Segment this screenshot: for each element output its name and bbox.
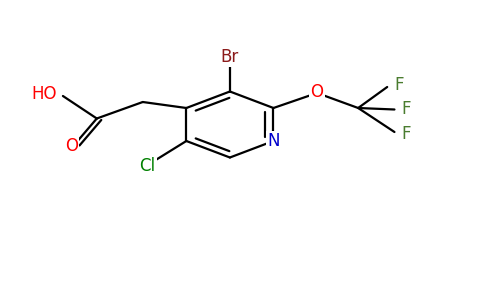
Text: HO: HO — [31, 85, 57, 103]
Text: N: N — [267, 132, 280, 150]
Text: F: F — [402, 100, 411, 118]
Text: F: F — [402, 125, 411, 143]
Text: F: F — [394, 76, 404, 94]
Text: O: O — [311, 83, 323, 101]
Text: Cl: Cl — [139, 157, 156, 175]
Text: O: O — [65, 137, 78, 155]
Text: Br: Br — [221, 48, 239, 66]
